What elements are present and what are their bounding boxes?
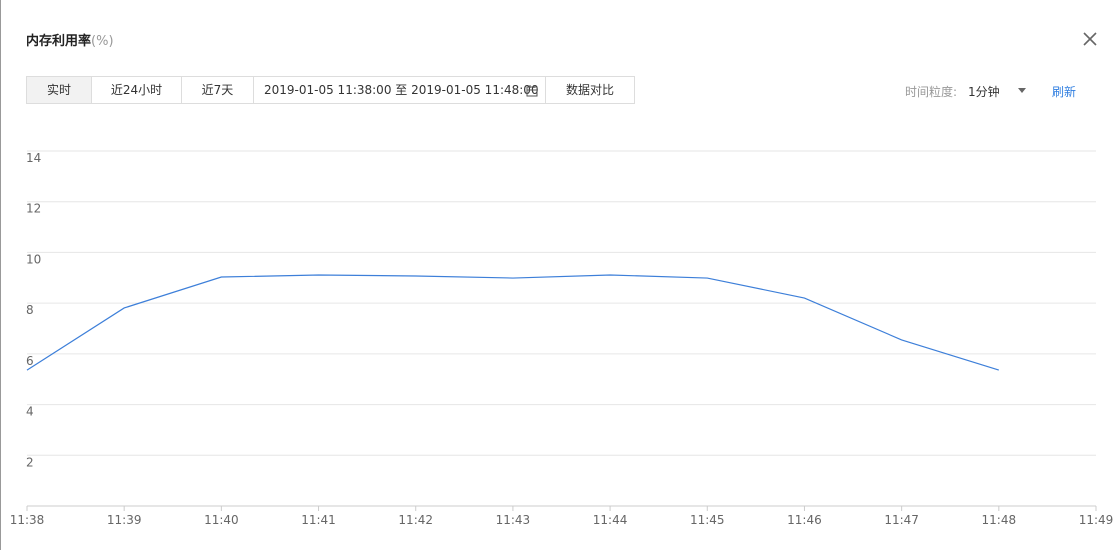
title-unit: (%) xyxy=(91,34,114,49)
x-tick-label: 11:41 xyxy=(301,513,336,527)
range-separator: 至 xyxy=(395,83,408,97)
x-tick-label: 11:40 xyxy=(204,513,239,527)
range-button[interactable]: 近7天 xyxy=(181,76,254,104)
x-tick-label: 11:46 xyxy=(787,513,822,527)
x-tick-label: 11:47 xyxy=(884,513,919,527)
y-tick-label: 8 xyxy=(26,303,34,317)
title-text: 内存利用率 xyxy=(26,34,92,49)
y-tick-label: 4 xyxy=(26,405,34,419)
granularity-select[interactable]: 1分钟 xyxy=(968,83,1028,100)
start-time: 2019-01-05 11:38:00 xyxy=(264,83,392,97)
refresh-link[interactable]: 刷新 xyxy=(1052,85,1077,99)
x-tick-label: 11:48 xyxy=(982,513,1017,527)
y-tick-label: 12 xyxy=(26,202,41,216)
panel-title: 内存利用率(%) xyxy=(26,30,114,49)
x-tick-label: 11:45 xyxy=(690,513,725,527)
dropdown-arrow xyxy=(1018,88,1026,93)
x-tick-label: 11:49 xyxy=(1079,513,1114,527)
granularity-value: 1分钟 xyxy=(968,85,1000,99)
x-tick-label: 11:39 xyxy=(107,513,142,527)
left-border xyxy=(0,0,1,550)
data-line xyxy=(26,274,999,371)
y-tick-label: 2 xyxy=(26,455,34,469)
y-tick-label: 14 xyxy=(26,151,41,165)
x-tick-label: 11:42 xyxy=(398,513,433,527)
granularity-label: 时间粒度: xyxy=(905,85,958,99)
range-button[interactable]: 实时 xyxy=(26,76,92,104)
range-button[interactable]: 近24小时 xyxy=(91,76,182,104)
x-tick-label: 11:44 xyxy=(593,513,628,527)
end-time: 2019-01-05 11:48:00 xyxy=(411,83,539,97)
y-tick-label: 10 xyxy=(26,252,41,266)
close-button[interactable] xyxy=(1082,31,1098,47)
y-tick-label: 6 xyxy=(26,354,34,368)
x-tick-label: 11:38 xyxy=(10,513,45,527)
compare-button[interactable]: 数据对比 xyxy=(545,76,635,104)
calendar-icon xyxy=(526,85,538,97)
x-tick-label: 11:43 xyxy=(496,513,531,527)
date-range[interactable]: 2019-01-05 11:38:00 至 2019-01-05 11:48:0… xyxy=(253,76,546,104)
